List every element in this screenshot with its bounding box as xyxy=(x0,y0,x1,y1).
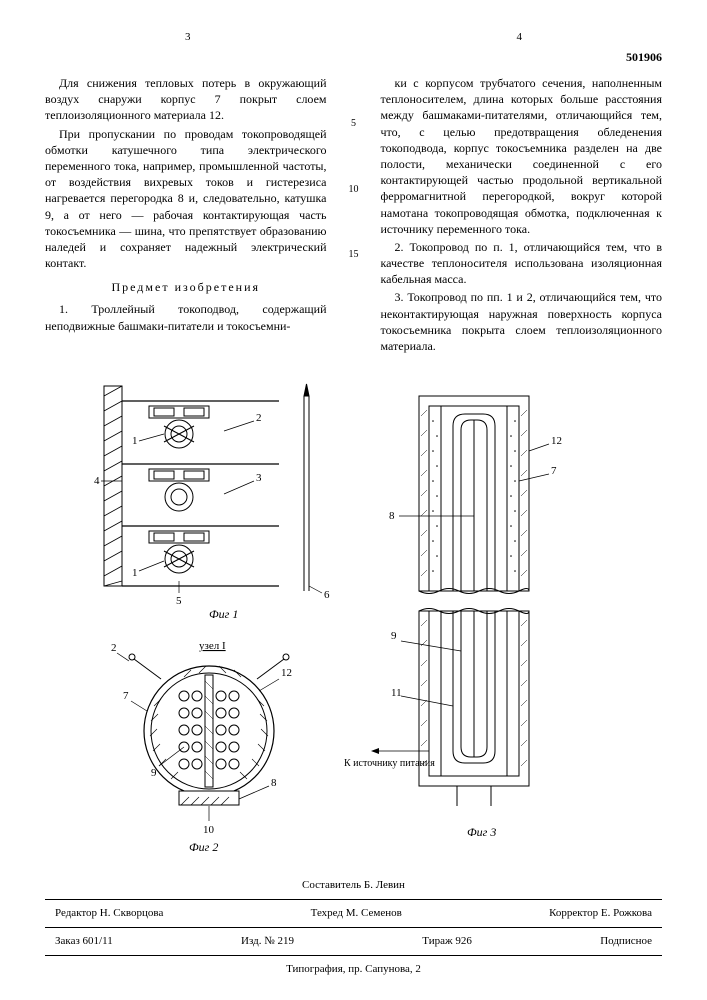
right-column: ки с корпусом трубчатого сечения, наполн… xyxy=(381,75,663,356)
svg-text:6: 6 xyxy=(324,589,330,601)
line-marker: 10 xyxy=(349,183,359,197)
svg-text:12: 12 xyxy=(281,667,292,679)
svg-text:5: 5 xyxy=(176,595,182,607)
svg-text:8: 8 xyxy=(389,510,395,522)
svg-text:10: 10 xyxy=(203,824,215,836)
svg-text:3: 3 xyxy=(256,472,262,484)
fig1: 4 1 2 3 1 5 6 Фиг 1 xyxy=(94,384,330,621)
figures-block: 4 1 2 3 1 5 6 Фиг 1 узел I xyxy=(45,376,662,856)
footer-typography: Типография, пр. Сапунова, 2 xyxy=(45,962,662,977)
line-marker: 15 xyxy=(349,248,359,262)
para: 2. Токопровод по п. 1, отличающийся тем,… xyxy=(381,239,663,288)
para: 3. Токопровод по пп. 1 и 2, отличающийся… xyxy=(381,289,663,354)
footer-compiler: Составитель Б. Левин xyxy=(45,878,662,893)
svg-text:Фиг 2: Фиг 2 xyxy=(189,840,218,854)
left-column: Для снижения тепловых потерь в окружающи… xyxy=(45,75,327,356)
footer-order: Заказ 601/11 xyxy=(55,934,113,949)
figures-svg: 4 1 2 3 1 5 6 Фиг 1 узел I xyxy=(74,376,634,856)
footer-izd: Изд. № 219 xyxy=(241,934,294,949)
svg-text:2: 2 xyxy=(256,412,262,424)
line-marker: 5 xyxy=(351,117,356,131)
para: 1. Троллейный токоподвод, содержащий неп… xyxy=(45,301,327,333)
col-num-left: 3 xyxy=(185,30,191,45)
svg-text:7: 7 xyxy=(551,465,557,477)
para: При пропускании по проводам токопроводящ… xyxy=(45,126,327,272)
svg-text:4: 4 xyxy=(94,475,100,487)
svg-text:узел I: узел I xyxy=(199,640,226,652)
footer-block: Составитель Б. Левин Редактор Н. Скворцо… xyxy=(45,878,662,976)
footer-tech: Техред М. Семенов xyxy=(311,906,402,921)
footer-corr: Корректор Е. Рожкова xyxy=(549,906,652,921)
doc-number: 501906 xyxy=(45,49,662,65)
svg-text:8: 8 xyxy=(271,777,277,789)
para: Для снижения тепловых потерь в окружающи… xyxy=(45,75,327,124)
para: ки с корпусом трубчатого сечения, наполн… xyxy=(381,75,663,237)
line-number-gutter: 5 10 15 xyxy=(347,75,361,356)
svg-text:Фиг 3: Фиг 3 xyxy=(467,825,496,839)
svg-text:К источнику питания: К источнику питания xyxy=(344,758,435,769)
footer-tirazh: Тираж 926 xyxy=(422,934,472,949)
svg-text:Фиг 1: Фиг 1 xyxy=(209,607,238,621)
svg-text:7: 7 xyxy=(123,690,129,702)
fig3: 12 7 8 xyxy=(344,396,562,839)
col-num-right: 4 xyxy=(517,30,523,45)
svg-text:1: 1 xyxy=(132,567,138,579)
svg-text:9: 9 xyxy=(391,630,397,642)
footer-podp: Подписное xyxy=(600,934,652,949)
svg-text:2: 2 xyxy=(111,642,117,654)
section-heading: Предмет изобретения xyxy=(45,279,327,295)
fig2: узел I xyxy=(111,640,292,854)
svg-text:12: 12 xyxy=(551,435,562,447)
svg-text:9: 9 xyxy=(151,767,157,779)
text-columns: Для снижения тепловых потерь в окружающи… xyxy=(45,75,662,356)
svg-text:11: 11 xyxy=(391,687,402,699)
svg-text:1: 1 xyxy=(132,435,138,447)
footer-editor: Редактор Н. Скворцова xyxy=(55,906,163,921)
